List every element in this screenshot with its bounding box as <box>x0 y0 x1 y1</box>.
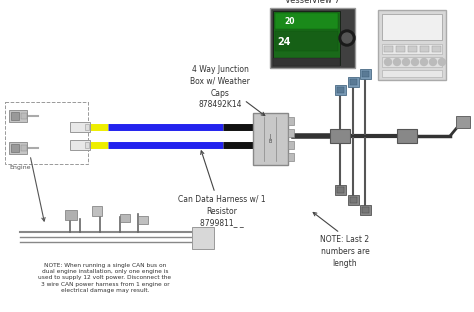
Bar <box>288 129 294 137</box>
Text: 24: 24 <box>277 37 291 47</box>
Bar <box>337 87 344 93</box>
Bar <box>382 14 442 40</box>
Text: 20: 20 <box>285 17 295 27</box>
Bar <box>65 210 77 220</box>
Bar <box>335 185 346 195</box>
Bar <box>70 140 90 150</box>
Bar <box>382 44 442 54</box>
Bar <box>275 13 338 29</box>
Bar <box>456 116 470 128</box>
Circle shape <box>342 33 352 43</box>
Bar <box>21 145 27 151</box>
Bar <box>273 58 340 66</box>
Text: Engine: Engine <box>9 165 30 170</box>
Text: NOTE: When running a single CAN bus on
dual engine installation, only one engine: NOTE: When running a single CAN bus on d… <box>38 263 172 293</box>
Bar <box>9 110 27 122</box>
Bar <box>335 85 346 95</box>
Bar <box>348 77 359 87</box>
Bar <box>362 71 369 77</box>
Bar <box>270 8 355 68</box>
Text: 4 Way Junction
Box w/ Weather
Caps
878492K14: 4 Way Junction Box w/ Weather Caps 87849… <box>190 65 250 110</box>
Bar <box>350 79 357 85</box>
Bar <box>275 31 338 51</box>
Bar <box>330 129 350 143</box>
Text: J
B: J B <box>268 134 272 144</box>
Circle shape <box>438 59 446 66</box>
Bar <box>348 195 359 205</box>
Bar <box>362 207 369 213</box>
Circle shape <box>384 59 392 66</box>
Bar <box>408 46 417 52</box>
Bar <box>70 122 90 132</box>
Bar <box>11 112 19 120</box>
Circle shape <box>402 59 410 66</box>
Bar <box>85 124 89 130</box>
Text: NOTE: Last 2
numbers are
length: NOTE: Last 2 numbers are length <box>320 235 370 268</box>
Circle shape <box>411 59 419 66</box>
Circle shape <box>429 59 437 66</box>
Bar <box>350 197 357 203</box>
Bar <box>21 113 27 119</box>
Bar <box>382 70 442 77</box>
Bar <box>92 206 102 216</box>
Bar <box>337 187 344 193</box>
Text: Can Data Harness w/ 1
Resistor
8799811_ _: Can Data Harness w/ 1 Resistor 8799811_ … <box>178 195 266 227</box>
Bar <box>382 57 442 67</box>
Bar <box>11 144 19 152</box>
Bar <box>253 113 288 165</box>
Bar <box>288 117 294 125</box>
Bar <box>85 142 89 148</box>
Bar <box>9 142 27 154</box>
Bar <box>120 214 130 222</box>
Bar <box>192 227 214 249</box>
Bar <box>360 205 371 215</box>
Bar <box>384 46 393 52</box>
Bar <box>288 141 294 149</box>
Text: VesselView 7: VesselView 7 <box>284 0 339 5</box>
Bar <box>396 46 405 52</box>
Bar <box>273 11 340 65</box>
Bar <box>360 69 371 79</box>
Circle shape <box>393 59 401 66</box>
Circle shape <box>339 30 355 46</box>
Bar <box>378 10 446 80</box>
Bar <box>432 46 441 52</box>
Bar <box>5 102 88 164</box>
Bar <box>138 216 148 224</box>
Bar <box>397 129 417 143</box>
Bar <box>420 46 429 52</box>
Bar <box>288 153 294 161</box>
Circle shape <box>420 59 428 66</box>
